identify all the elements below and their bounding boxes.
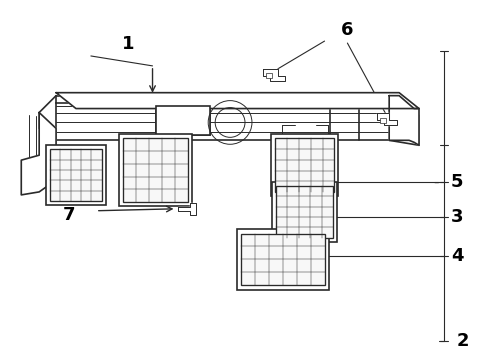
Bar	[155, 105, 210, 135]
Bar	[272, 182, 338, 242]
Text: 5: 5	[451, 173, 464, 191]
Bar	[123, 138, 188, 202]
Polygon shape	[263, 69, 285, 81]
Text: -: -	[433, 175, 439, 189]
Polygon shape	[178, 203, 196, 215]
Text: 2: 2	[457, 332, 469, 350]
Polygon shape	[377, 113, 397, 125]
Bar	[271, 134, 339, 196]
Polygon shape	[21, 113, 56, 195]
Bar	[46, 145, 106, 205]
Bar	[237, 229, 329, 290]
Bar	[276, 186, 334, 238]
Bar	[50, 149, 102, 201]
Bar	[119, 134, 192, 206]
Polygon shape	[389, 96, 419, 145]
Text: 4: 4	[451, 247, 464, 265]
Polygon shape	[56, 93, 419, 109]
Text: 1: 1	[122, 35, 135, 53]
Bar	[275, 138, 335, 192]
Bar	[241, 234, 325, 285]
Bar	[380, 118, 386, 123]
Text: 7: 7	[63, 206, 75, 224]
Text: 3: 3	[451, 208, 464, 226]
Text: 6: 6	[341, 21, 354, 39]
Bar	[266, 73, 272, 78]
